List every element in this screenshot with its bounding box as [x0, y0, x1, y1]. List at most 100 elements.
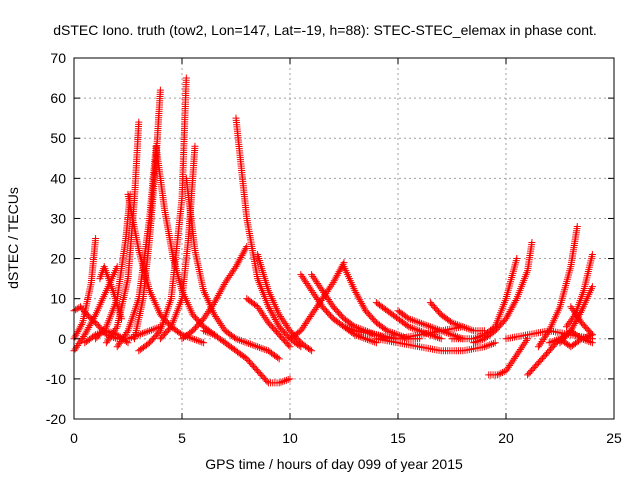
data-point	[275, 311, 283, 319]
data-point	[200, 327, 208, 335]
data-point	[151, 325, 159, 333]
data-point	[102, 339, 110, 347]
data-point	[306, 346, 314, 354]
data-point	[506, 307, 514, 315]
data-point	[536, 341, 544, 349]
data-point	[389, 329, 397, 337]
data-point	[144, 327, 152, 335]
data-point	[73, 329, 81, 337]
data-point	[85, 323, 93, 331]
data-point	[233, 261, 241, 269]
data-point	[332, 273, 340, 281]
data-point	[588, 331, 596, 339]
data-point	[117, 337, 125, 345]
data-point	[225, 273, 233, 281]
data-point	[354, 292, 362, 300]
data-point	[269, 312, 277, 320]
data-point	[280, 318, 288, 326]
data-point	[76, 338, 84, 346]
data-point	[194, 337, 202, 345]
data-point	[407, 323, 415, 331]
data-point	[266, 306, 274, 314]
data-point	[453, 321, 461, 329]
data-point	[486, 341, 494, 349]
data-point	[104, 327, 112, 335]
data-point	[508, 304, 516, 312]
data-point	[303, 280, 311, 288]
y-tick-label: 20	[50, 251, 66, 267]
data-point	[74, 341, 82, 349]
series-track	[297, 271, 380, 347]
data-point	[267, 308, 275, 316]
data-point	[264, 303, 272, 311]
data-point	[520, 340, 528, 348]
data-point	[333, 271, 341, 279]
series-track	[70, 263, 121, 355]
data-point	[297, 271, 305, 279]
data-point	[470, 339, 478, 347]
data-point	[426, 323, 434, 331]
data-point	[417, 319, 425, 327]
data-point	[214, 291, 222, 299]
data-point	[305, 283, 313, 291]
data-point	[239, 250, 247, 258]
data-point	[111, 326, 119, 334]
data-point	[203, 309, 211, 317]
data-point	[80, 333, 88, 341]
data-point	[455, 321, 463, 329]
data-point	[76, 324, 84, 332]
data-point	[282, 376, 290, 384]
data-point	[521, 338, 529, 346]
data-point	[430, 332, 438, 340]
data-point	[112, 325, 120, 333]
y-axis-title: dSTEC / TECUs	[5, 187, 21, 289]
data-point	[300, 321, 308, 329]
data-point	[308, 311, 316, 319]
data-point	[286, 375, 294, 383]
data-point	[234, 335, 242, 343]
data-point	[298, 325, 306, 333]
data-point	[360, 303, 368, 311]
data-point	[537, 339, 545, 347]
data-point	[107, 332, 115, 340]
data-point	[237, 337, 245, 345]
data-point	[235, 257, 243, 265]
data-point	[90, 314, 98, 322]
data-point	[257, 308, 265, 316]
data-point	[258, 310, 266, 318]
data-point	[452, 320, 460, 328]
data-point	[403, 314, 411, 322]
data-point	[236, 336, 244, 344]
data-point	[83, 327, 91, 335]
data-point	[205, 329, 213, 337]
data-point	[317, 285, 325, 293]
data-point	[299, 274, 307, 282]
data-point	[262, 315, 270, 323]
data-point	[473, 337, 481, 345]
data-point	[305, 314, 313, 322]
data-point	[89, 316, 97, 324]
data-point	[138, 329, 146, 337]
data-point	[256, 306, 264, 314]
data-point	[349, 326, 357, 334]
data-point	[204, 308, 212, 316]
data-point	[218, 284, 226, 292]
data-point	[355, 294, 363, 302]
data-point	[326, 297, 334, 305]
data-point	[284, 376, 292, 384]
data-point	[330, 277, 338, 285]
data-point	[581, 333, 589, 341]
data-point	[88, 318, 96, 326]
series-track	[232, 114, 305, 351]
data-point	[257, 344, 265, 352]
data-point	[198, 338, 206, 346]
data-point	[432, 333, 440, 341]
data-point	[123, 329, 131, 337]
data-point	[254, 303, 262, 311]
data-point	[147, 326, 155, 334]
data-point	[91, 313, 99, 321]
data-point	[573, 222, 581, 230]
data-point	[206, 306, 214, 314]
data-point	[203, 328, 211, 336]
